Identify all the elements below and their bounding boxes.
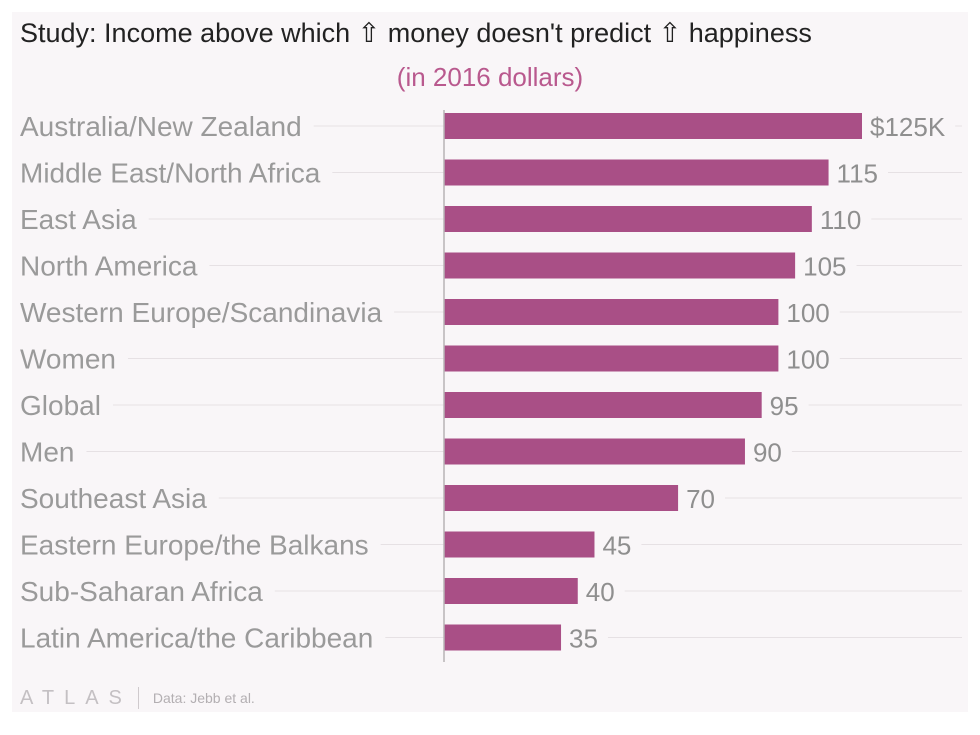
category-label: Global: [20, 390, 101, 421]
bar: [444, 624, 562, 651]
chart-title: Study: Income above which ⇧ money doesn'…: [20, 18, 812, 48]
chart-subtitle: (in 2016 dollars): [396, 62, 584, 92]
bar: [444, 578, 578, 604]
bar: [444, 438, 745, 465]
value-label: 95: [770, 391, 799, 421]
category-label: North America: [20, 251, 198, 282]
chart-footer: ATLAS Data: Jebb et al.: [20, 684, 255, 712]
bar: [444, 299, 779, 325]
category-label: Eastern Europe/the Balkans: [20, 530, 369, 561]
value-label: 70: [686, 484, 715, 514]
category-label: Sub-Saharan Africa: [20, 576, 263, 607]
value-label: 105: [803, 252, 846, 282]
value-label: 100: [786, 345, 829, 375]
category-label: Australia/New Zealand: [20, 111, 302, 142]
bar: [444, 159, 829, 186]
bar: [444, 345, 779, 372]
value-label: 100: [786, 298, 829, 328]
footer-divider: [137, 687, 139, 709]
category-label: Western Europe/Scandinavia: [20, 297, 383, 328]
bar: [444, 113, 862, 139]
category-label: Southeast Asia: [20, 483, 207, 514]
bar-chart: Australia/New Zealand $125K Middle East/No…: [20, 110, 962, 662]
value-label: 110: [820, 205, 861, 235]
category-label: East Asia: [20, 204, 137, 235]
value-label: 40: [586, 577, 615, 607]
category-label: Latin America/the Caribbean: [20, 623, 373, 654]
category-label: Men: [20, 437, 74, 468]
value-label: 35: [569, 624, 598, 654]
category-label: Middle East/North Africa: [20, 158, 321, 189]
value-label: $125K: [870, 112, 946, 142]
bar: [444, 206, 812, 232]
bar: [444, 252, 796, 279]
atlas-logo: ATLAS: [20, 686, 132, 709]
value-label: 115: [837, 159, 878, 189]
value-label: 45: [602, 531, 631, 561]
chart-card: Study: Income above which ⇧ money doesn'…: [12, 12, 968, 712]
bar: [444, 392, 762, 418]
category-label: Women: [20, 344, 116, 375]
value-label: 90: [753, 438, 782, 468]
source-note: Data: Jebb et al.: [152, 690, 255, 706]
bar: [444, 531, 595, 558]
bar: [444, 485, 679, 511]
